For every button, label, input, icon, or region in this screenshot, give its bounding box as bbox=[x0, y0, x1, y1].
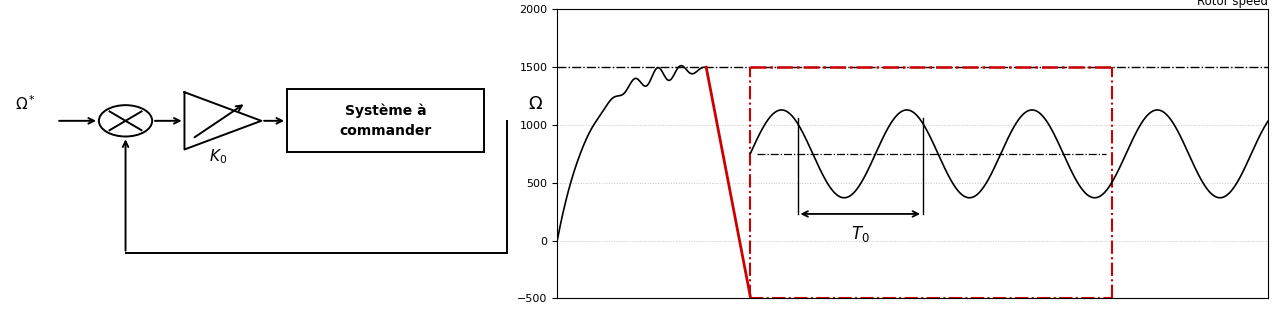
Text: $\Omega$: $\Omega$ bbox=[528, 95, 543, 113]
Text: $K_0$: $K_0$ bbox=[209, 148, 227, 166]
Text: Système à
commander: Système à commander bbox=[339, 104, 432, 138]
Text: Rotor speed: Rotor speed bbox=[1198, 0, 1268, 8]
Text: $\Omega^*$: $\Omega^*$ bbox=[15, 95, 36, 113]
Text: $T_0$: $T_0$ bbox=[851, 224, 870, 244]
FancyBboxPatch shape bbox=[287, 89, 484, 153]
